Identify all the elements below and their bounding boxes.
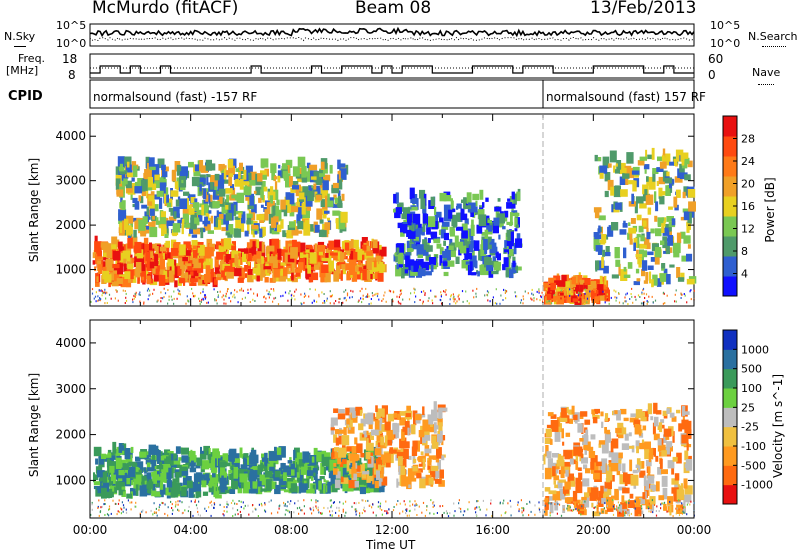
power-colorbar-tick-label: 8 xyxy=(741,245,748,258)
power-ytick-label: 1000 xyxy=(55,263,86,277)
nave-bottom-tick: 0 xyxy=(708,68,716,82)
time-tick-label: 00:00 xyxy=(73,523,108,537)
time-tick-label: 12:00 xyxy=(375,523,410,537)
velocity-colorbar-tick-label: 25 xyxy=(741,401,755,414)
noise-right-bottom-tick: 10^0 xyxy=(710,37,741,50)
time-tick-label: 00:00 xyxy=(677,523,712,537)
freq-frame xyxy=(89,53,695,79)
velocity-colorbar-tick-label: -500 xyxy=(741,459,766,472)
velocity-colorbar-tick-label: 1000 xyxy=(741,343,769,356)
power-ytick-label: 4000 xyxy=(55,129,86,143)
nsearch-series xyxy=(89,36,695,42)
nave-top-tick: 60 xyxy=(708,52,724,66)
noise-left-bottom-tick: 10^0 xyxy=(56,37,87,50)
frequency-series xyxy=(90,65,694,74)
power-colorbar-tick-label: 4 xyxy=(741,268,748,281)
velocity-ytick-label: 4000 xyxy=(55,336,86,350)
frequency-panel xyxy=(89,53,695,79)
power-colorbar-tick-label: 16 xyxy=(741,200,755,213)
cpid-label: CPID xyxy=(8,89,43,104)
nsearch-legend-dots xyxy=(762,46,786,47)
velocity-ytick-label: 2000 xyxy=(55,428,86,442)
nsearch-label: N.Search xyxy=(748,30,798,43)
velocity-colorbar-tick-label: -100 xyxy=(741,440,766,453)
nsky-series xyxy=(89,26,695,38)
power-echo-layer xyxy=(90,147,697,306)
freq-bottom-tick: 8 xyxy=(68,68,76,82)
nsky-legend-line xyxy=(14,46,26,47)
noise-frame xyxy=(89,23,695,47)
velocity-colorbar-swatch xyxy=(723,465,737,486)
velocity-ytick-label: 1000 xyxy=(55,473,86,487)
power-colorbar-swatch xyxy=(723,256,737,277)
velocity-colorbar-tick-label: -25 xyxy=(741,421,759,434)
velocity-colorbar-frame xyxy=(722,329,738,505)
colorbars: 4 8 12 16 20 24 28 1000 500 100 25 -25 -100 -500 -1000 xyxy=(722,115,773,505)
velocity-colorbar-swatch xyxy=(723,368,737,389)
cpid-frame xyxy=(89,79,695,109)
cpid-panel: normalsound (fast) -157 RF normalsound (f… xyxy=(89,79,706,109)
power-colorbar-tick-label: 20 xyxy=(741,178,755,191)
noise-right-top-tick: 10^5 xyxy=(710,19,741,32)
time-tick-label: 08:00 xyxy=(274,523,309,537)
power-ytick-label: 3000 xyxy=(55,174,86,188)
velocity-colorbar-swatch xyxy=(723,388,737,408)
velocity-panel: 1000 2000 3000 4000 00:00 04:00 08:00 12:00 16:0… xyxy=(55,319,712,537)
power-colorbar-swatch xyxy=(723,136,737,157)
freq-label: Freq. xyxy=(18,52,46,65)
time-tick-label: 16:00 xyxy=(475,523,510,537)
power-ytick-label: 2000 xyxy=(55,218,86,232)
power-colorbar-swatch xyxy=(723,156,737,177)
velocity-colorbar-tick-label: -1000 xyxy=(741,479,773,492)
power-colorbar-swatch xyxy=(723,276,737,297)
time-xlabel: Time UT xyxy=(366,538,416,552)
velocity-colorbar-swatch xyxy=(723,446,737,466)
velocity-colorbar-tick-label: 100 xyxy=(741,382,762,395)
power-panel: 1000 2000 3000 4000 xyxy=(55,113,697,307)
beam-label: Beam 08 xyxy=(355,0,432,18)
time-tick-label: 20:00 xyxy=(576,523,611,537)
velocity-colorbar-swatch xyxy=(723,484,737,505)
cpid-segment-label: normalsound (fast) -157 RF xyxy=(93,90,257,104)
velocity-colorbar-tick-label: 500 xyxy=(741,363,762,376)
power-colorbar-swatch xyxy=(723,176,737,197)
noise-panel xyxy=(89,23,695,47)
power-colorbar-tick-label: 12 xyxy=(741,223,755,236)
station-title: McMurdo (fitACF) xyxy=(92,0,239,18)
velocity-echo-layer xyxy=(90,401,695,518)
nsky-label: N.Sky xyxy=(4,30,36,43)
velocity-ytick-label: 3000 xyxy=(55,382,86,396)
time-tick-label: 04:00 xyxy=(173,523,208,537)
nave-legend-dots xyxy=(758,84,774,85)
power-colorbar-swatch xyxy=(723,196,737,217)
velocity-colorbar-swatch xyxy=(723,426,737,447)
mhz-label: [MHz] xyxy=(6,64,39,77)
power-colorbar-tick-label: 28 xyxy=(741,133,755,146)
cpid-segment-label: normalsound (fast) 157 RF xyxy=(546,90,706,104)
power-colorbar-swatch xyxy=(723,236,737,257)
freq-top-tick: 18 xyxy=(62,52,78,66)
noise-left-top-tick: 10^5 xyxy=(56,19,87,32)
power-colorbar-swatch xyxy=(723,216,737,237)
velocity-colorbar-swatch xyxy=(723,407,737,428)
velocity-colorbar-swatch xyxy=(723,349,737,370)
power-colorbar-tick-label: 24 xyxy=(741,155,755,168)
date-label: 13/Feb/2013 xyxy=(590,0,697,18)
velocity-colorbar-swatch xyxy=(723,330,737,350)
nave-label: Nave xyxy=(752,66,781,79)
power-colorbar-swatch xyxy=(723,116,737,137)
